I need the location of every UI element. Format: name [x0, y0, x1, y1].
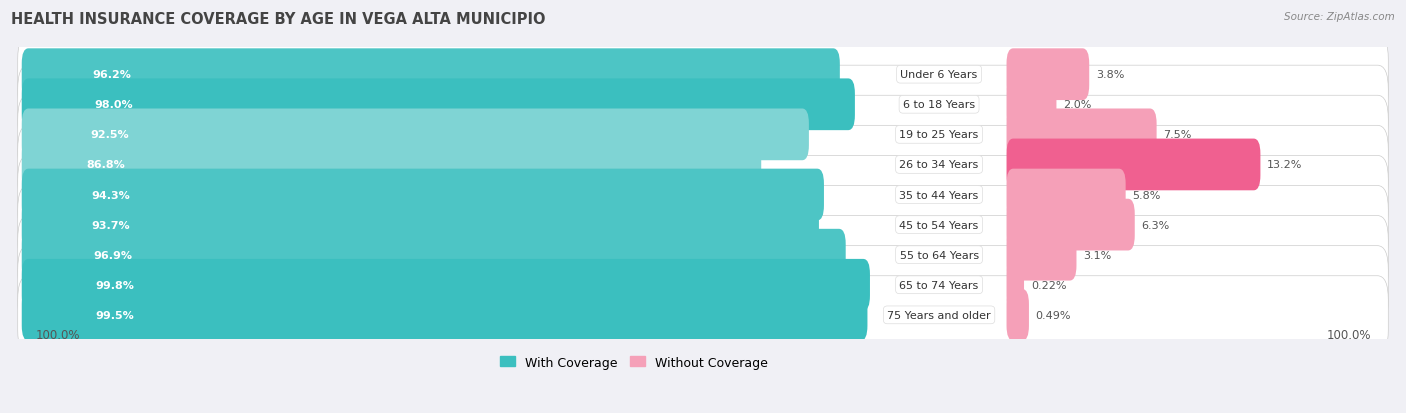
Text: 6 to 18 Years: 6 to 18 Years	[903, 100, 976, 110]
FancyBboxPatch shape	[18, 156, 1388, 234]
Text: 19 to 25 Years: 19 to 25 Years	[900, 130, 979, 140]
FancyBboxPatch shape	[21, 49, 839, 101]
FancyBboxPatch shape	[1007, 139, 1260, 191]
FancyBboxPatch shape	[21, 79, 855, 131]
FancyBboxPatch shape	[1007, 229, 1077, 281]
Text: 55 to 64 Years: 55 to 64 Years	[900, 250, 979, 260]
FancyBboxPatch shape	[18, 186, 1388, 264]
FancyBboxPatch shape	[21, 289, 868, 341]
FancyBboxPatch shape	[18, 216, 1388, 294]
FancyBboxPatch shape	[18, 276, 1388, 354]
Text: 26 to 34 Years: 26 to 34 Years	[900, 160, 979, 170]
FancyBboxPatch shape	[21, 199, 818, 251]
Text: 99.5%: 99.5%	[96, 310, 134, 320]
FancyBboxPatch shape	[18, 36, 1388, 114]
FancyBboxPatch shape	[18, 66, 1388, 144]
Legend: With Coverage, Without Coverage: With Coverage, Without Coverage	[495, 351, 773, 374]
Text: 75 Years and older: 75 Years and older	[887, 310, 991, 320]
FancyBboxPatch shape	[21, 229, 845, 281]
Text: 45 to 54 Years: 45 to 54 Years	[900, 220, 979, 230]
Text: 65 to 74 Years: 65 to 74 Years	[900, 280, 979, 290]
FancyBboxPatch shape	[21, 259, 870, 311]
Text: 98.0%: 98.0%	[94, 100, 132, 110]
Text: 96.2%: 96.2%	[93, 70, 132, 80]
Text: 100.0%: 100.0%	[35, 328, 80, 341]
Text: 0.22%: 0.22%	[1031, 280, 1066, 290]
Text: Under 6 Years: Under 6 Years	[900, 70, 977, 80]
Text: 96.9%: 96.9%	[93, 250, 132, 260]
Text: 3.1%: 3.1%	[1083, 250, 1112, 260]
Text: HEALTH INSURANCE COVERAGE BY AGE IN VEGA ALTA MUNICIPIO: HEALTH INSURANCE COVERAGE BY AGE IN VEGA…	[11, 12, 546, 27]
Text: 86.8%: 86.8%	[87, 160, 125, 170]
FancyBboxPatch shape	[21, 109, 808, 161]
FancyBboxPatch shape	[1007, 289, 1029, 341]
FancyBboxPatch shape	[18, 126, 1388, 204]
Text: 3.8%: 3.8%	[1095, 70, 1125, 80]
FancyBboxPatch shape	[18, 96, 1388, 174]
FancyBboxPatch shape	[21, 139, 761, 191]
Text: 93.7%: 93.7%	[91, 220, 129, 230]
Text: 100.0%: 100.0%	[1326, 328, 1371, 341]
FancyBboxPatch shape	[21, 169, 824, 221]
Text: 5.8%: 5.8%	[1132, 190, 1161, 200]
FancyBboxPatch shape	[1007, 49, 1090, 101]
Text: 94.3%: 94.3%	[91, 190, 131, 200]
Text: 35 to 44 Years: 35 to 44 Years	[900, 190, 979, 200]
Text: Source: ZipAtlas.com: Source: ZipAtlas.com	[1284, 12, 1395, 22]
Text: 0.49%: 0.49%	[1036, 310, 1071, 320]
FancyBboxPatch shape	[1007, 169, 1126, 221]
FancyBboxPatch shape	[1007, 109, 1157, 161]
Text: 99.8%: 99.8%	[96, 280, 134, 290]
FancyBboxPatch shape	[1007, 199, 1135, 251]
Text: 6.3%: 6.3%	[1142, 220, 1170, 230]
FancyBboxPatch shape	[1007, 79, 1056, 131]
FancyBboxPatch shape	[18, 246, 1388, 324]
Text: 13.2%: 13.2%	[1267, 160, 1302, 170]
Text: 2.0%: 2.0%	[1063, 100, 1091, 110]
FancyBboxPatch shape	[1007, 259, 1024, 311]
Text: 92.5%: 92.5%	[90, 130, 129, 140]
Text: 7.5%: 7.5%	[1163, 130, 1192, 140]
